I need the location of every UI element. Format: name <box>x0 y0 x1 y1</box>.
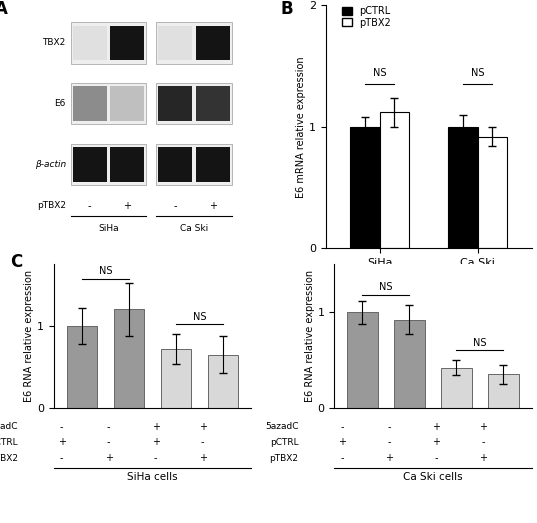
Text: β-actin: β-actin <box>34 160 66 169</box>
Text: +: + <box>105 453 113 463</box>
Text: +: + <box>385 453 393 463</box>
Text: +: + <box>479 422 487 431</box>
Y-axis label: E6 mRNA relative expression: E6 mRNA relative expression <box>296 56 306 198</box>
Bar <box>111 147 144 182</box>
Text: -: - <box>434 453 438 463</box>
Text: Ca Ski cells: Ca Ski cells <box>403 472 463 482</box>
Text: +: + <box>338 437 346 448</box>
Text: +: + <box>199 453 207 463</box>
Text: pCTRL: pCTRL <box>270 438 299 447</box>
Bar <box>347 312 378 408</box>
Bar <box>158 26 192 60</box>
Bar <box>67 326 97 408</box>
Text: -: - <box>107 437 111 448</box>
Bar <box>72 26 107 60</box>
Text: +: + <box>151 422 159 431</box>
Bar <box>156 83 232 124</box>
Bar <box>441 368 471 408</box>
Text: SiHa cells: SiHa cells <box>127 472 178 482</box>
Text: TBX2: TBX2 <box>42 38 66 48</box>
Text: NS: NS <box>471 68 484 78</box>
Text: NS: NS <box>379 282 393 292</box>
Y-axis label: E6 RNA relative expression: E6 RNA relative expression <box>304 270 315 402</box>
Text: 5azadC: 5azadC <box>0 422 18 431</box>
Text: -: - <box>340 453 344 463</box>
Text: SiHa: SiHa <box>98 224 119 233</box>
Text: NS: NS <box>373 68 387 78</box>
Bar <box>71 144 146 185</box>
Bar <box>478 137 507 248</box>
Text: +: + <box>479 453 487 463</box>
Text: -: - <box>88 201 91 211</box>
Text: C: C <box>10 253 23 270</box>
Bar <box>71 22 146 64</box>
Bar <box>72 147 107 182</box>
Text: NS: NS <box>473 337 487 348</box>
Bar <box>394 320 425 408</box>
Text: NS: NS <box>99 266 112 277</box>
Text: B: B <box>280 1 293 18</box>
Text: +: + <box>432 422 440 431</box>
Bar <box>114 309 144 408</box>
Bar <box>72 86 107 121</box>
Text: Ca Ski: Ca Ski <box>180 224 208 233</box>
Bar <box>196 147 230 182</box>
Bar <box>156 144 232 185</box>
Text: -: - <box>481 437 485 448</box>
Text: NS: NS <box>193 312 206 322</box>
Text: pTBX2: pTBX2 <box>270 454 299 463</box>
Text: +: + <box>151 437 159 448</box>
Text: -: - <box>387 422 391 431</box>
Text: +: + <box>209 201 217 211</box>
Text: -: - <box>60 453 63 463</box>
Bar <box>158 147 192 182</box>
Text: -: - <box>154 453 157 463</box>
Bar <box>71 83 146 124</box>
Y-axis label: E6 RNA relative expression: E6 RNA relative expression <box>24 270 34 402</box>
Text: A: A <box>0 1 8 18</box>
Bar <box>380 112 409 248</box>
Legend: pCTRL, pTBX2: pCTRL, pTBX2 <box>341 5 392 29</box>
Bar <box>111 26 144 60</box>
Text: -: - <box>201 437 205 448</box>
Text: E6: E6 <box>54 99 66 108</box>
Text: -: - <box>340 422 344 431</box>
Text: +: + <box>199 422 207 431</box>
Text: -: - <box>107 422 111 431</box>
Text: -: - <box>387 437 391 448</box>
Text: -: - <box>173 201 177 211</box>
Bar <box>350 127 380 248</box>
Text: -: - <box>60 422 63 431</box>
Text: pTBX2: pTBX2 <box>37 201 66 210</box>
Bar <box>156 22 232 64</box>
Bar <box>158 86 192 121</box>
Text: +: + <box>124 201 132 211</box>
Bar <box>208 355 238 408</box>
Text: +: + <box>57 437 66 448</box>
Bar <box>196 26 230 60</box>
Text: pTBX2: pTBX2 <box>0 454 18 463</box>
Bar <box>196 86 230 121</box>
Bar <box>111 86 144 121</box>
Text: +: + <box>432 437 440 448</box>
Text: pCTRL: pCTRL <box>0 438 18 447</box>
Text: 5azadC: 5azadC <box>265 422 299 431</box>
Bar <box>488 374 519 408</box>
Bar <box>161 349 191 408</box>
Bar <box>448 127 478 248</box>
